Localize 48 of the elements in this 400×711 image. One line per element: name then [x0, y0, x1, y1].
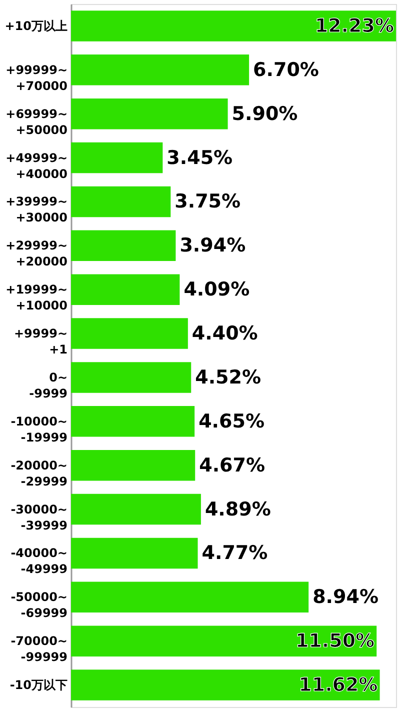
data-label: 6.70%	[253, 58, 319, 81]
y-tick-label: -50000~ -69999	[10, 590, 68, 620]
y-tick-label: -30000~ -39999	[10, 502, 68, 532]
y-tick-label: +99999~ +70000	[6, 62, 68, 93]
y-tick-label: -10000~ -19999	[10, 414, 68, 444]
y-tick-label: -20000~ -29999	[10, 458, 68, 488]
bar	[71, 186, 171, 218]
data-label: 11.62%	[298, 674, 378, 696]
data-label: 4.65%	[198, 410, 264, 432]
bar	[71, 626, 377, 656]
data-label: 11.50%	[295, 630, 375, 652]
data-label: 3.94%	[180, 234, 246, 257]
y-tick-label: +39999~ +30000	[6, 194, 68, 225]
bar	[71, 98, 228, 130]
y-tick-label: +9999~ +1	[14, 326, 68, 357]
bar	[71, 538, 198, 569]
y-tick-label: -70000~ -99999	[10, 634, 68, 664]
data-label: 4.09%	[184, 278, 250, 301]
y-tick-label: 0~ -9999	[29, 370, 68, 400]
y-tick-label: +29999~ +20000	[6, 238, 68, 269]
bar	[71, 318, 188, 349]
data-label: 3.45%	[166, 146, 233, 169]
bar	[71, 582, 309, 613]
y-tick-label: +10万以上	[4, 18, 68, 33]
bar	[71, 54, 250, 86]
y-tick-label: -10万以下	[10, 678, 68, 692]
y-tick-label: +19999~ +10000	[6, 282, 68, 313]
data-label: 4.67%	[199, 454, 266, 476]
data-label: 12.23%	[314, 14, 394, 37]
bar	[71, 274, 180, 305]
bar	[71, 230, 176, 262]
bar	[71, 670, 380, 700]
data-label: 4.89%	[204, 498, 271, 520]
data-label: 5.90%	[232, 102, 298, 125]
data-label: 8.94%	[312, 586, 378, 608]
bar	[71, 494, 201, 525]
y-tick-label: -40000~ -49999	[10, 546, 68, 576]
y-tick-label: +69999~ +50000	[6, 106, 68, 137]
bar	[71, 142, 163, 174]
y-tick-label: +49999~ +40000	[6, 150, 68, 181]
data-label: 4.40%	[192, 322, 258, 345]
data-label: 4.52%	[195, 366, 262, 388]
data-label: 4.77%	[202, 542, 268, 564]
bar	[71, 406, 195, 437]
data-label: 3.75%	[174, 190, 241, 213]
bar	[71, 362, 192, 393]
bar	[71, 10, 396, 42]
bar	[71, 450, 196, 481]
